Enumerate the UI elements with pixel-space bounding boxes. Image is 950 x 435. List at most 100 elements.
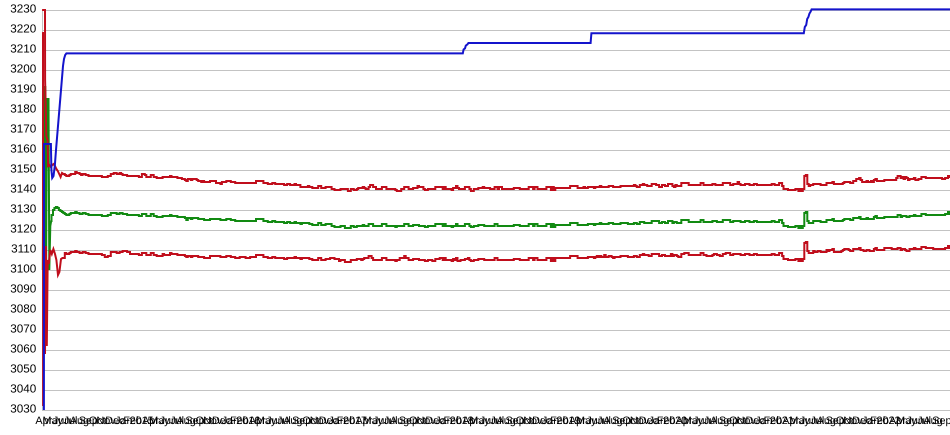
svg-text:Oct: Oct bbox=[302, 415, 319, 427]
svg-text:Nov: Nov bbox=[310, 415, 330, 427]
svg-text:Aug: Aug bbox=[817, 415, 836, 427]
svg-text:3200: 3200 bbox=[10, 63, 37, 76]
svg-text:Feb: Feb bbox=[657, 415, 676, 427]
svg-text:Apr: Apr bbox=[249, 415, 266, 427]
svg-text:2017: 2017 bbox=[343, 415, 367, 427]
svg-text:3080: 3080 bbox=[10, 303, 37, 316]
svg-text:Nov: Nov bbox=[523, 415, 543, 427]
svg-text:Nov: Nov bbox=[630, 415, 650, 427]
svg-text:Sep: Sep bbox=[826, 415, 845, 427]
svg-text:3050: 3050 bbox=[10, 363, 37, 376]
svg-text:Sep: Sep bbox=[399, 415, 418, 427]
svg-text:3210: 3210 bbox=[10, 43, 37, 56]
svg-text:Jun: Jun bbox=[906, 415, 923, 427]
svg-text:Nov: Nov bbox=[416, 415, 436, 427]
svg-text:Jan: Jan bbox=[755, 415, 772, 427]
svg-text:Aug: Aug bbox=[390, 415, 409, 427]
svg-text:Aug: Aug bbox=[923, 415, 942, 427]
svg-text:Dec: Dec bbox=[212, 415, 232, 427]
svg-text:3130: 3130 bbox=[10, 203, 37, 216]
svg-text:Sep: Sep bbox=[505, 415, 524, 427]
svg-text:Jul: Jul bbox=[597, 415, 611, 427]
svg-text:Feb: Feb bbox=[123, 415, 142, 427]
svg-text:Feb: Feb bbox=[870, 415, 889, 427]
svg-text:Apr: Apr bbox=[355, 415, 372, 427]
svg-text:3060: 3060 bbox=[10, 343, 37, 356]
svg-text:Nov: Nov bbox=[96, 415, 116, 427]
svg-text:Jul: Jul bbox=[277, 415, 291, 427]
svg-text:2018: 2018 bbox=[450, 415, 474, 427]
svg-text:3220: 3220 bbox=[10, 23, 37, 36]
svg-text:Aug: Aug bbox=[603, 415, 622, 427]
svg-text:3030: 3030 bbox=[10, 403, 37, 416]
svg-text:Aug: Aug bbox=[176, 415, 195, 427]
svg-text:Aug: Aug bbox=[710, 415, 729, 427]
svg-text:Dec: Dec bbox=[745, 415, 765, 427]
svg-text:3100: 3100 bbox=[10, 263, 37, 276]
svg-text:Aug: Aug bbox=[70, 415, 89, 427]
svg-text:Jun: Jun bbox=[160, 415, 177, 427]
svg-text:2015: 2015 bbox=[130, 415, 154, 427]
svg-text:Feb: Feb bbox=[443, 415, 462, 427]
svg-text:Sep: Sep bbox=[932, 415, 950, 427]
svg-text:Oct: Oct bbox=[409, 415, 426, 427]
svg-text:Jan: Jan bbox=[328, 415, 345, 427]
svg-text:Jul: Jul bbox=[170, 415, 184, 427]
svg-text:2022: 2022 bbox=[876, 415, 900, 427]
svg-text:Jun: Jun bbox=[373, 415, 390, 427]
svg-text:May: May bbox=[256, 415, 277, 427]
svg-text:Jan: Jan bbox=[862, 415, 879, 427]
svg-text:2020: 2020 bbox=[663, 415, 687, 427]
svg-text:May: May bbox=[683, 415, 704, 427]
svg-text:Aug: Aug bbox=[283, 415, 302, 427]
svg-text:Feb: Feb bbox=[230, 415, 249, 427]
svg-text:Nov: Nov bbox=[203, 415, 223, 427]
svg-text:Apr: Apr bbox=[142, 415, 159, 427]
svg-text:Sep: Sep bbox=[185, 415, 204, 427]
svg-text:2019: 2019 bbox=[556, 415, 580, 427]
svg-text:Sep: Sep bbox=[612, 415, 631, 427]
svg-text:Oct: Oct bbox=[836, 415, 853, 427]
svg-text:Feb: Feb bbox=[550, 415, 569, 427]
svg-text:Jun: Jun bbox=[693, 415, 710, 427]
svg-text:3070: 3070 bbox=[10, 323, 37, 336]
svg-text:Oct: Oct bbox=[196, 415, 213, 427]
svg-text:May: May bbox=[789, 415, 810, 427]
svg-text:Jul: Jul bbox=[490, 415, 504, 427]
svg-text:2016: 2016 bbox=[236, 415, 260, 427]
svg-text:2021: 2021 bbox=[770, 415, 794, 427]
svg-text:May: May bbox=[42, 415, 63, 427]
svg-text:3040: 3040 bbox=[10, 383, 37, 396]
svg-text:Dec: Dec bbox=[639, 415, 659, 427]
svg-text:3120: 3120 bbox=[10, 223, 37, 236]
svg-text:Sep: Sep bbox=[79, 415, 98, 427]
svg-text:3230: 3230 bbox=[10, 3, 37, 16]
svg-text:Apr: Apr bbox=[889, 415, 906, 427]
svg-text:Jun: Jun bbox=[53, 415, 70, 427]
svg-text:Jul: Jul bbox=[64, 415, 78, 427]
svg-text:3110: 3110 bbox=[11, 243, 37, 256]
svg-text:Apr: Apr bbox=[676, 415, 693, 427]
svg-text:Apr: Apr bbox=[462, 415, 479, 427]
svg-text:Apr: Apr bbox=[35, 415, 52, 427]
svg-text:Dec: Dec bbox=[105, 415, 125, 427]
svg-text:Jun: Jun bbox=[800, 415, 817, 427]
svg-text:Jan: Jan bbox=[542, 415, 559, 427]
svg-text:Apr: Apr bbox=[782, 415, 799, 427]
svg-text:3180: 3180 bbox=[10, 103, 37, 116]
svg-text:3170: 3170 bbox=[10, 123, 37, 136]
svg-text:Jan: Jan bbox=[115, 415, 132, 427]
svg-text:Oct: Oct bbox=[622, 415, 639, 427]
svg-text:Jan: Jan bbox=[435, 415, 452, 427]
svg-text:Sep: Sep bbox=[719, 415, 738, 427]
svg-text:Jan: Jan bbox=[649, 415, 666, 427]
svg-text:3150: 3150 bbox=[10, 163, 37, 176]
svg-text:Dec: Dec bbox=[532, 415, 552, 427]
svg-text:May: May bbox=[576, 415, 597, 427]
svg-text:May: May bbox=[896, 415, 917, 427]
svg-text:Jun: Jun bbox=[586, 415, 603, 427]
svg-text:Oct: Oct bbox=[89, 415, 106, 427]
svg-text:Dec: Dec bbox=[319, 415, 339, 427]
svg-text:3190: 3190 bbox=[10, 83, 37, 96]
svg-text:3160: 3160 bbox=[10, 143, 37, 156]
